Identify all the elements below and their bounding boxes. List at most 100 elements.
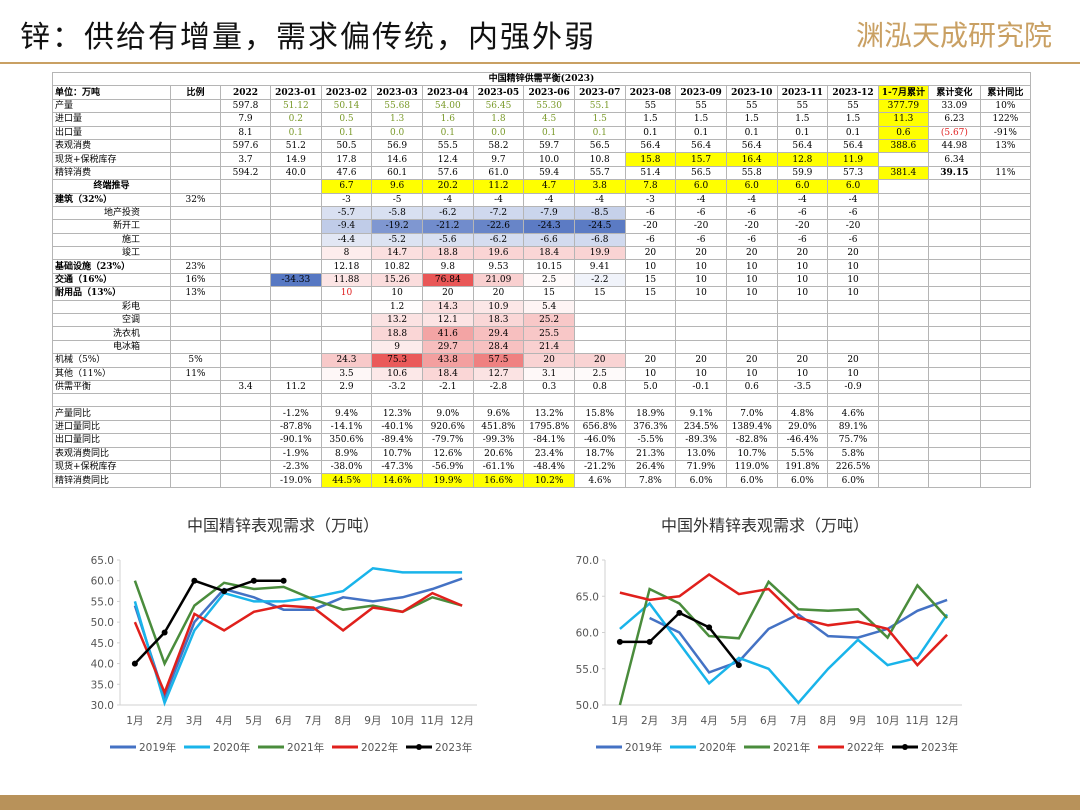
cell xyxy=(827,299,879,315)
legend-label: 2021年 xyxy=(773,741,810,754)
table-row: 表观消费 597.6 51.2 50.5 56.9 55.5 58.2 59.7 56.5 56.… xyxy=(52,138,1031,154)
empty-cell xyxy=(472,393,525,408)
cell xyxy=(877,313,929,328)
cell xyxy=(170,339,221,355)
cell xyxy=(979,259,1031,274)
cell: -6 xyxy=(725,232,778,248)
cell: 50.5 xyxy=(320,138,373,154)
cell: 10 xyxy=(725,286,778,301)
series-line xyxy=(649,598,948,674)
table-row: 竣工 8 14.7 18.8 19.6 18.4 19.9 20 20 20 20 20 xyxy=(52,246,1031,261)
title-rule xyxy=(0,62,1080,64)
cell: 10 xyxy=(827,259,879,274)
cell: (5.67) xyxy=(927,125,981,140)
cell: 4.6% xyxy=(573,473,626,488)
cell: -91% xyxy=(979,125,1031,140)
empty-cell xyxy=(170,393,221,408)
cell: 13.0% xyxy=(675,446,727,461)
cell: 32% xyxy=(170,192,221,207)
cell: 1795.8% xyxy=(523,419,575,435)
cell: -6 xyxy=(675,205,727,221)
cell: 1.5 xyxy=(827,112,879,127)
cell xyxy=(170,232,221,248)
row-label: 基础设施（23%） xyxy=(52,259,171,274)
row-label: 精锌消费 xyxy=(52,165,171,181)
cell: 55.8 xyxy=(725,165,778,181)
cell xyxy=(979,179,1031,194)
x-tick-label: 1月 xyxy=(126,715,143,727)
cell: 44.98 xyxy=(927,138,981,154)
table-row: 建筑（32%） 32% -3 -5 -4 -4 -4 -4 -3 -4 -4 -4 -4 xyxy=(52,192,1031,207)
cell xyxy=(675,299,727,315)
cell xyxy=(877,246,929,261)
cell: 119.0% xyxy=(725,459,778,475)
cell: 14.3 xyxy=(421,299,474,315)
row-label: 其他（11%） xyxy=(52,366,171,381)
cell xyxy=(220,313,271,328)
cell: 60.1 xyxy=(371,165,423,181)
cell xyxy=(320,339,373,355)
cell: -9.4 xyxy=(320,219,373,234)
cell xyxy=(170,219,221,234)
empty-cell xyxy=(776,393,829,408)
column-header: 1-7月累计 xyxy=(877,85,929,100)
cell: 3.1 xyxy=(523,366,575,381)
empty-cell xyxy=(220,393,271,408)
y-tick-label: 55.0 xyxy=(576,664,599,676)
row-label: 产量 xyxy=(52,98,171,114)
cell xyxy=(927,473,981,488)
cell: 20 xyxy=(675,353,727,368)
cell xyxy=(877,459,929,475)
column-header: 比例 xyxy=(170,85,221,100)
row-label: 产量同比 xyxy=(52,406,171,421)
cell xyxy=(927,379,981,395)
table-row: 进口量 7.9 0.2 0.5 1.3 1.6 1.8 4.5 1.5 1.5 1.5 1.5 1.5 1… xyxy=(52,112,1031,127)
cell: 15.8 xyxy=(624,152,677,167)
cell xyxy=(170,112,221,127)
cell: 18.4 xyxy=(421,366,474,381)
cell xyxy=(927,353,981,368)
table-row: 终端推导 6.7 9.6 20.2 11.2 4.7 3.8 7.8 6.0 6.0 6.0 6.0 xyxy=(52,179,1031,194)
row-label: 表观消费同比 xyxy=(52,446,171,461)
cell: 10 xyxy=(725,272,778,288)
cell xyxy=(220,246,271,261)
cell xyxy=(320,326,373,341)
cell: 1.5 xyxy=(573,112,626,127)
row-label: 洗衣机 xyxy=(52,326,171,341)
cell: 51.2 xyxy=(270,138,322,154)
series-marker xyxy=(616,638,623,645)
cell: 6.0% xyxy=(827,473,879,488)
cell xyxy=(170,246,221,261)
cell xyxy=(220,433,271,448)
cell: 3.4 xyxy=(220,379,271,395)
cell: 10.9 xyxy=(472,299,525,315)
cell xyxy=(979,192,1031,207)
cell: -6 xyxy=(725,205,778,221)
cell: 11% xyxy=(170,366,221,381)
cell: 6.34 xyxy=(927,152,981,167)
cell: 20.6% xyxy=(472,446,525,461)
cell: 55.30 xyxy=(523,98,575,114)
cell xyxy=(979,473,1031,488)
cell: 20 xyxy=(472,286,525,301)
column-header: 2023-06 xyxy=(523,85,575,100)
cell: -89.4% xyxy=(371,433,423,448)
cell xyxy=(270,339,322,355)
series-line xyxy=(618,579,949,706)
cell: 20 xyxy=(827,246,879,261)
cell: 9.7 xyxy=(472,152,525,167)
cell: 56.5 xyxy=(675,165,727,181)
legend-marker xyxy=(416,744,422,750)
y-tick-label: 30.0 xyxy=(91,700,114,712)
x-tick-label: 2月 xyxy=(641,715,658,727)
cell: -4 xyxy=(421,192,474,207)
cell: 6.0 xyxy=(725,179,778,194)
series-line xyxy=(619,601,949,705)
cell: 14.6 xyxy=(371,152,423,167)
x-tick-label: 11月 xyxy=(420,715,444,727)
cell: 0.3 xyxy=(523,379,575,395)
cell: 15.7 xyxy=(675,152,727,167)
cell: 0.6 xyxy=(877,125,929,140)
y-tick-label: 60.0 xyxy=(91,576,114,588)
legend-label: 2023年 xyxy=(435,741,472,754)
